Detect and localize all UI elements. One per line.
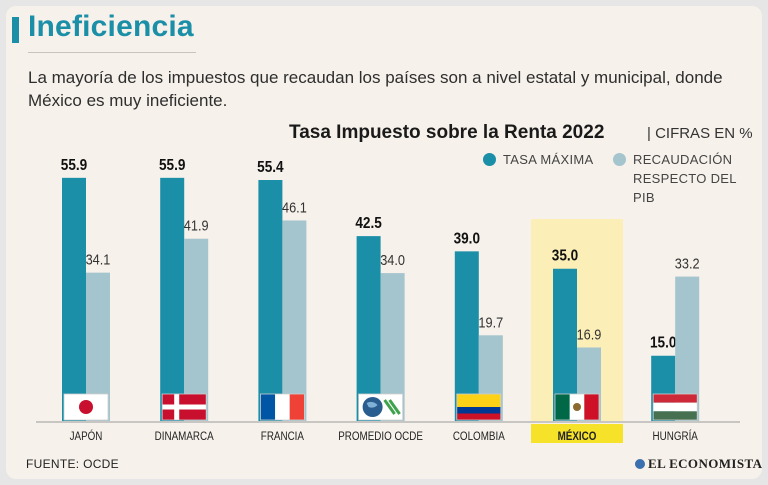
oecd-globe-icon <box>358 393 404 421</box>
denmark-flag-icon <box>161 393 207 421</box>
bar-max-promedio-ocde <box>356 236 381 421</box>
value-label-max-japon: 55.9 <box>61 157 87 174</box>
legend-swatch-pib <box>613 153 626 166</box>
category-label-colombia: COLOMBIA <box>453 430 506 443</box>
flag-blue <box>260 394 276 420</box>
value-label-pib-hungria: 33.2 <box>675 255 700 272</box>
bar-pib-dinamarca <box>184 238 209 421</box>
flag-white <box>275 394 290 420</box>
category-label-francia: FRANCIA <box>261 430 305 443</box>
flag-border <box>652 393 698 421</box>
legend-label-pib-line2: RESPECTO DEL <box>633 171 737 186</box>
flag-white <box>653 402 698 412</box>
bar-max-japon <box>62 177 86 421</box>
category-label-mexico: MÉXICO <box>558 429 597 443</box>
flag-border <box>456 393 502 421</box>
title-accent-bar <box>12 17 19 43</box>
subtitle: La mayoría de los impuestos que recaudan… <box>28 68 723 110</box>
brand-name: EL ECONOMISTA <box>648 456 763 471</box>
chart-title: Tasa Impuesto sobre la Renta 2022 <box>289 122 605 143</box>
flag-border <box>554 393 600 421</box>
value-label-max-colombia: 39.0 <box>454 230 480 247</box>
legend-label-max: TASA MÁXIMA <box>503 152 594 167</box>
legend-label-pib: RECAUDACIÓN RESPECTO DEL PIB <box>633 150 737 207</box>
colombia-flag-icon <box>456 393 502 421</box>
france-flag-icon <box>259 393 305 421</box>
flag-red <box>456 413 501 420</box>
bar-max-colombia <box>454 251 479 421</box>
globe-land <box>366 401 378 408</box>
brand-logo: EL ECONOMISTA <box>635 456 762 472</box>
flag-border <box>259 393 305 421</box>
category-label-dinamarca: DINAMARCA <box>155 430 215 443</box>
flag-yellow <box>456 394 501 407</box>
bar-max-francia <box>258 180 283 421</box>
value-label-max-mexico: 35.0 <box>552 248 578 265</box>
flag-emblem <box>573 403 581 411</box>
category-label-hungria: HUNGRÍA <box>653 429 699 443</box>
value-label-pib-mexico: 16.9 <box>577 325 602 342</box>
value-label-pib-promedio-ocde: 34.0 <box>380 251 405 268</box>
value-label-pib-japon: 34.1 <box>86 251 111 268</box>
value-label-max-hungria: 15.0 <box>650 335 676 352</box>
legend-label-pib-line3: PIB <box>633 190 655 205</box>
flag-border <box>358 393 404 421</box>
page-title: Ineficiencia <box>28 10 194 43</box>
flag-green <box>653 411 698 420</box>
flag-green <box>555 394 570 420</box>
flag-red <box>584 394 599 420</box>
value-label-max-dinamarca: 55.9 <box>159 157 185 174</box>
value-label-pib-francia: 46.1 <box>282 198 307 215</box>
flag-red <box>289 394 305 420</box>
highlight-label-bg <box>531 424 623 443</box>
brand-mark-icon <box>635 459 645 469</box>
value-label-max-promedio-ocde: 42.5 <box>355 215 381 232</box>
japan-flag-icon <box>63 393 109 421</box>
legend-label-pib-line1: RECAUDACIÓN <box>633 152 733 167</box>
bar-pib-francia <box>282 220 307 421</box>
source-note: FUENTE: OCDE <box>26 457 119 471</box>
category-label-promedio-ocde: PROMEDIO OCDE <box>338 430 423 443</box>
flag-border <box>161 393 207 421</box>
category-label-japon: JAPÓN <box>70 429 103 443</box>
mexico-flag-icon <box>554 393 600 421</box>
legend-swatch-max <box>483 153 496 166</box>
value-label-pib-colombia: 19.7 <box>478 313 503 330</box>
value-label-pib-dinamarca: 41.9 <box>184 217 209 234</box>
flag-border <box>63 393 109 421</box>
flag-cross-h <box>162 404 207 410</box>
flag-red <box>653 394 698 403</box>
chart-unit-label: | CIFRAS EN % <box>647 125 753 142</box>
hungary-flag-icon <box>652 393 698 421</box>
title-divider <box>28 52 196 53</box>
oecd-stripes <box>383 399 401 415</box>
flag-disc <box>79 400 93 414</box>
value-label-max-francia: 55.4 <box>257 159 284 176</box>
flag-blue <box>456 407 501 414</box>
bar-max-dinamarca <box>160 177 185 421</box>
